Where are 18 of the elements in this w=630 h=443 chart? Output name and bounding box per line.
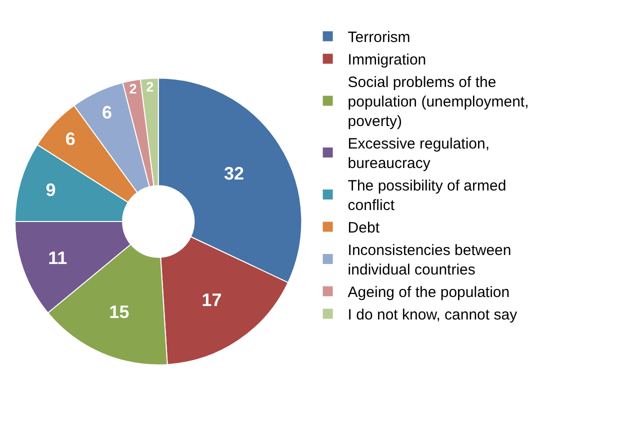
legend-label: Debt: [348, 220, 380, 237]
data-label: 2: [129, 82, 138, 97]
data-label: 6: [102, 102, 112, 122]
legend-label: Terrorism: [348, 29, 410, 46]
legend-label: Inconsistencies between individual countries: [348, 242, 512, 279]
data-label: 6: [65, 128, 76, 149]
data-label: 15: [109, 302, 130, 322]
data-label: 9: [46, 180, 56, 200]
legend-label: Excessive regulation, bureaucracy: [348, 136, 490, 172]
data-label: 17: [202, 290, 222, 310]
legend-label: Immigration: [348, 52, 426, 69]
legend-label: I do not know, cannot say: [348, 306, 518, 324]
legend-label: Ageing of the population: [348, 284, 510, 302]
legend-label: The possibility of armed conflict: [348, 178, 506, 214]
data-label: 11: [48, 248, 68, 268]
data-label: 32: [224, 163, 244, 184]
legend-label: Social problems of the population (unemployment, poverty): [348, 74, 529, 130]
data-label: 2: [146, 79, 154, 94]
